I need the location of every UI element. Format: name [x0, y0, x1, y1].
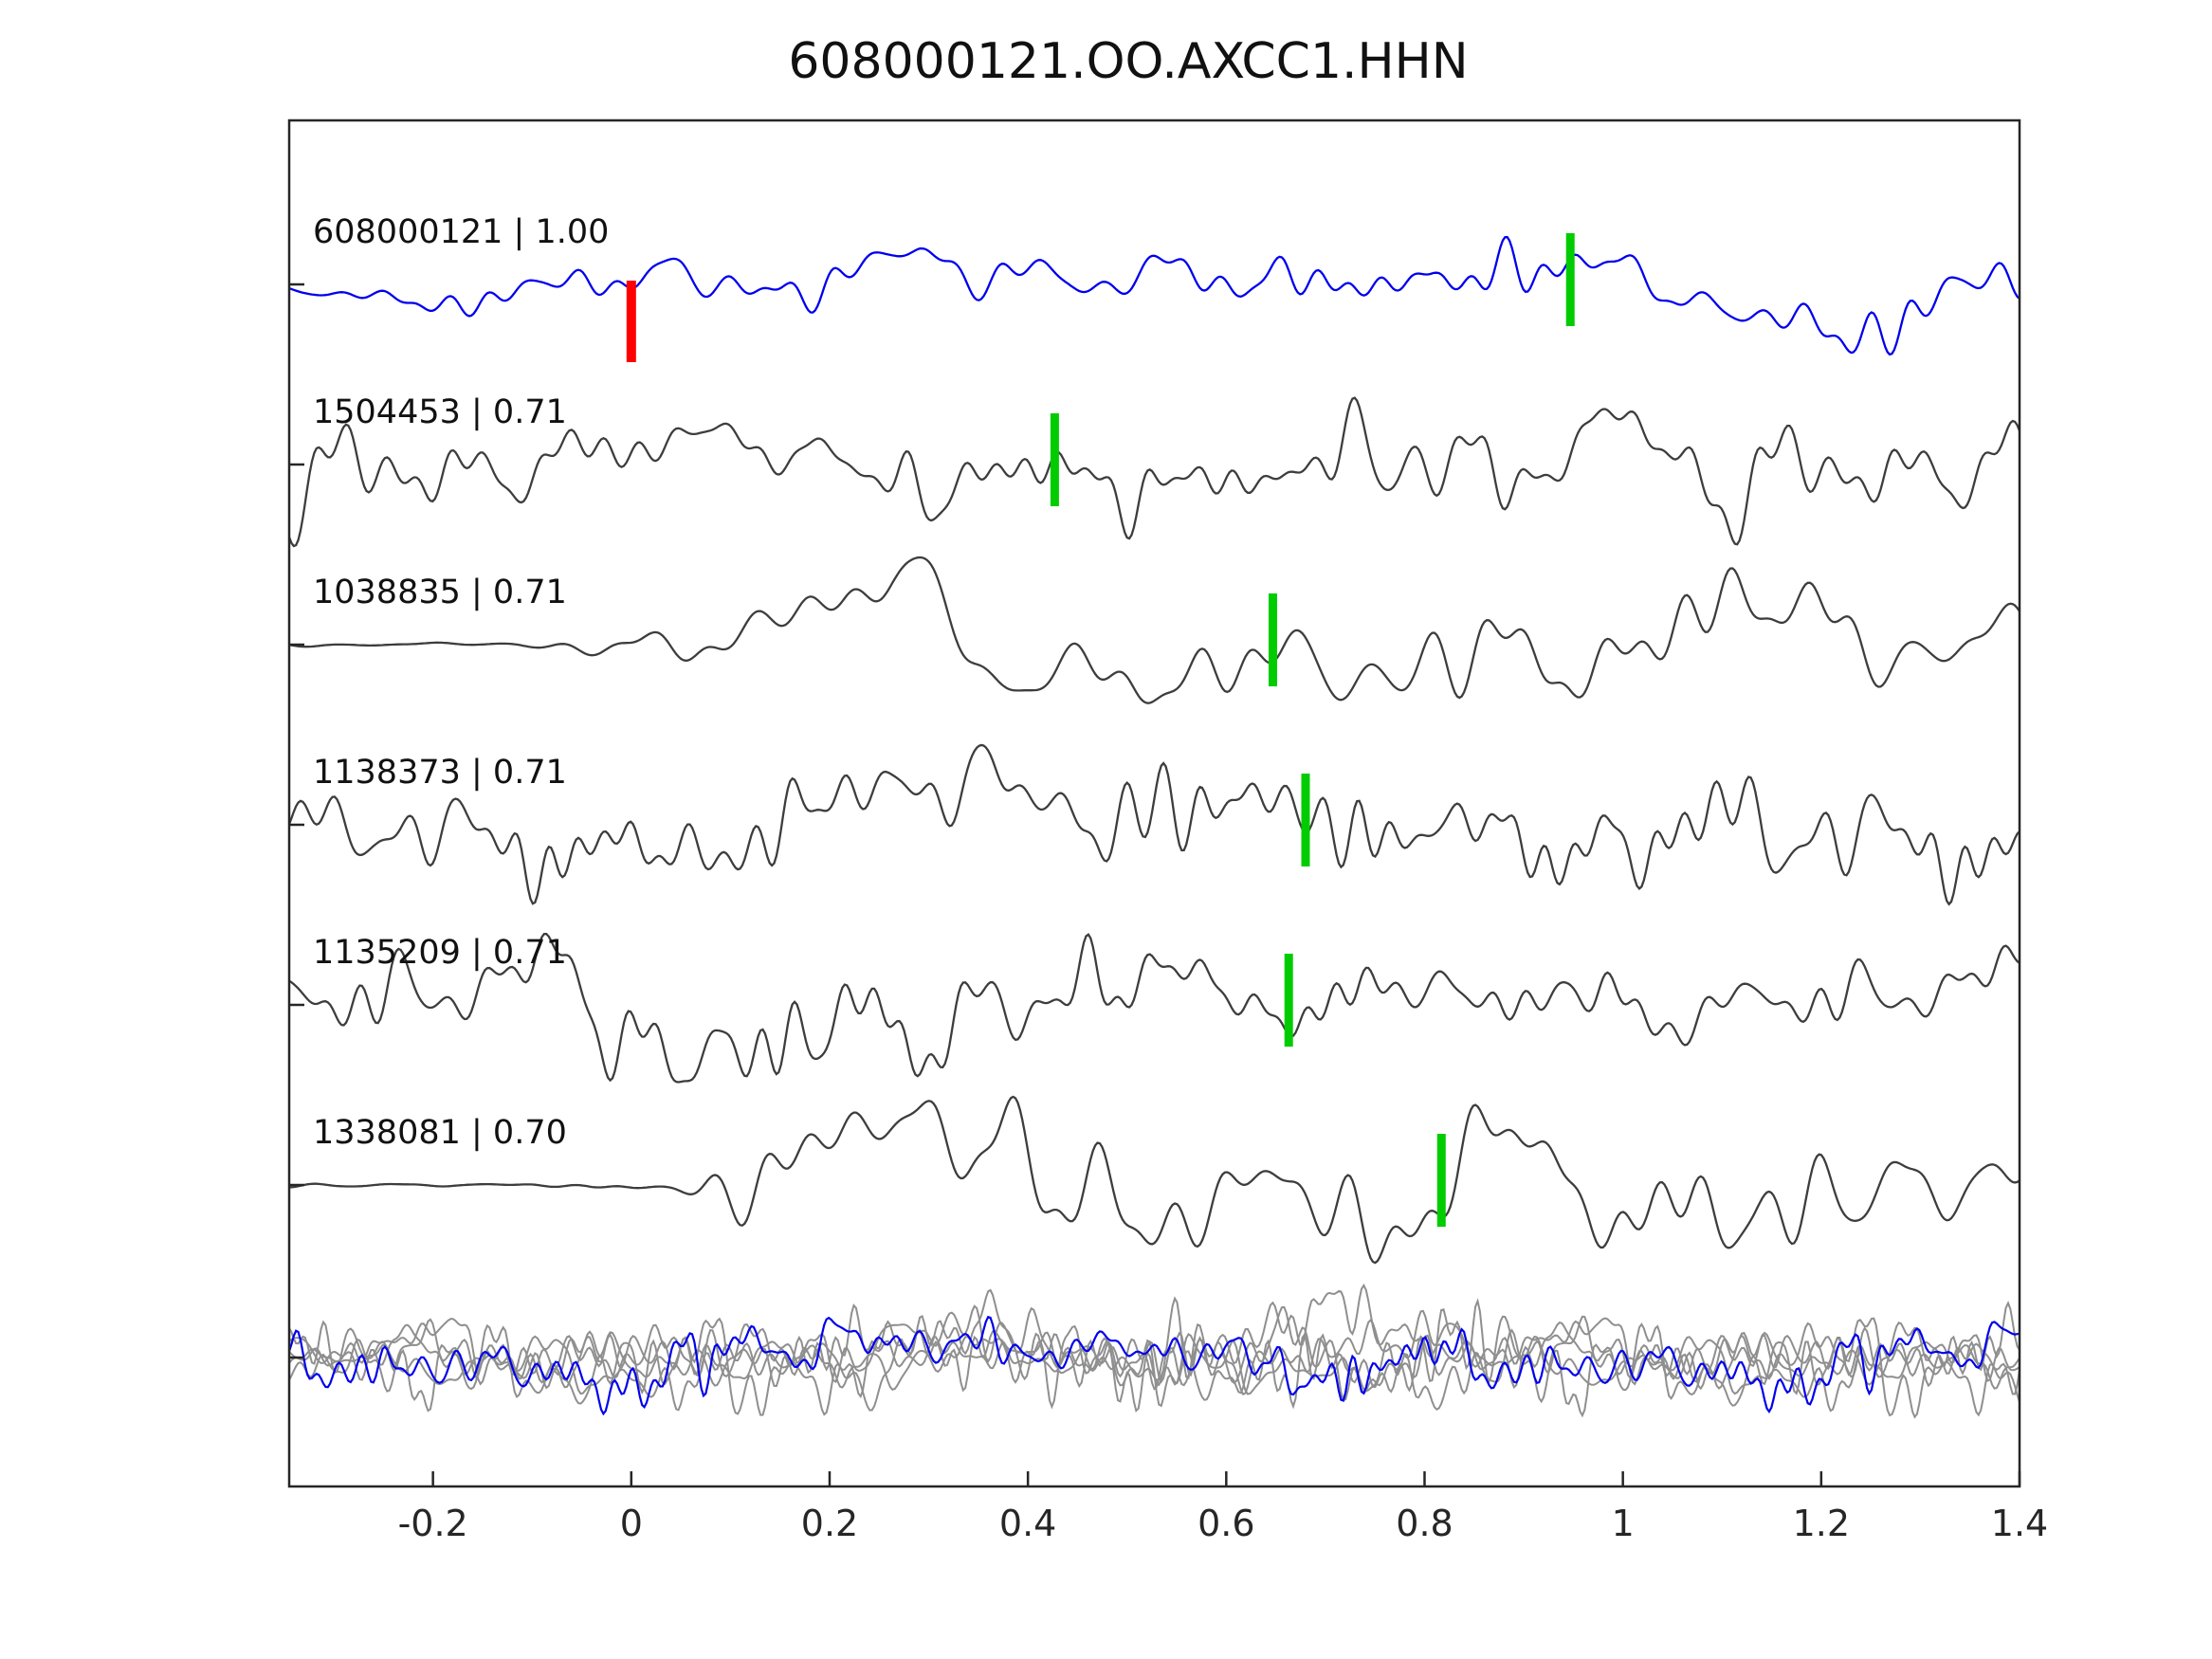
waveform-trace-1038835 [288, 556, 2020, 704]
trace-label-1038835: 1038835 | 0.71 [313, 574, 567, 611]
axis: -0.2 0 0.2 0.4 0.6 0.8 1 1.2 1.4 [289, 283, 2048, 1544]
x-tick-label: -0.2 [398, 1503, 468, 1544]
x-tick-label: 0 [620, 1503, 643, 1544]
trace-label-1504453: 1504453 | 0.71 [313, 393, 567, 431]
trace-label-1135209: 1135209 | 0.71 [313, 934, 567, 972]
trace-label-608000121: 608000121 | 1.00 [313, 213, 609, 251]
chart-title: 608000121.OO.AXCC1.HHN [788, 33, 1468, 90]
x-tick-label: 1.4 [1991, 1503, 2048, 1544]
x-tick-label: 1 [1612, 1503, 1635, 1544]
x-tick-label: 0.2 [801, 1503, 858, 1544]
x-tick-label: 0.8 [1396, 1503, 1453, 1544]
waveform-trace-1138373 [287, 743, 2020, 906]
trace-label-1138373: 1138373 | 0.71 [313, 754, 567, 792]
plot-area-border [287, 118, 2021, 1488]
overlay-gray-trace [288, 1304, 2020, 1411]
pick-markers [626, 233, 1575, 1227]
x-tick-label: 0.4 [999, 1503, 1056, 1544]
trace-labels: 608000121 | 1.00 1504453 | 0.71 1038835 | … [313, 213, 609, 1152]
waveform-trace-608000121 [288, 235, 2020, 356]
waveform-trace-1135209 [288, 933, 2020, 1084]
x-tick-label: 1.2 [1793, 1503, 1850, 1544]
overlay-gray-trace [288, 1288, 2020, 1402]
overlay-blue-trace [287, 1315, 2020, 1416]
overlay-gray-trace [288, 1309, 2020, 1413]
waveform-trace-1338081 [288, 1095, 2020, 1265]
trace-label-1338081: 1338081 | 0.70 [313, 1114, 567, 1152]
trace-lines [287, 235, 2021, 1419]
waveform-trace-1504453 [287, 396, 2021, 548]
x-tick-label: 0.6 [1197, 1503, 1254, 1544]
